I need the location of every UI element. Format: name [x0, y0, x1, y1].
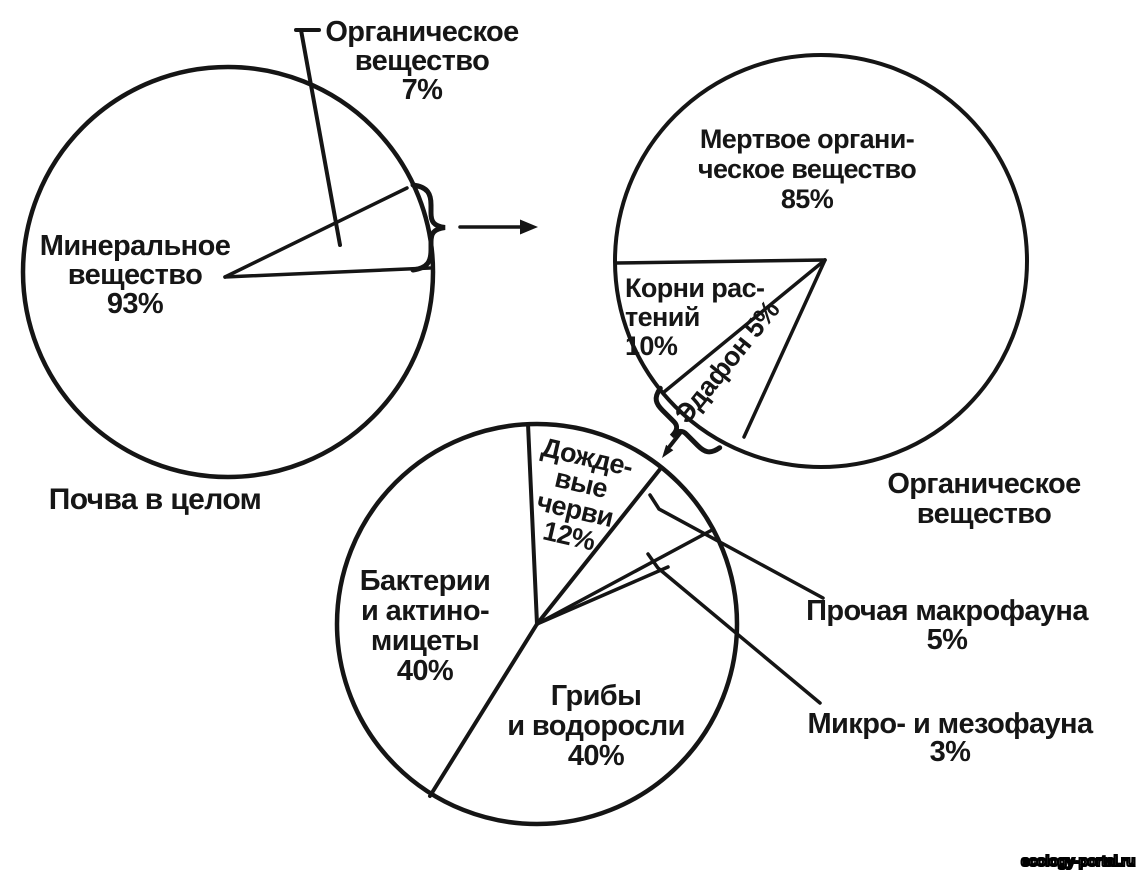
- dead-organic-matter-label: Мертвое органи- ческое вещество 85%: [697, 124, 917, 214]
- edaphon-slice-line-worms: [535, 466, 663, 626]
- edaphon-slice-line-fungi: [428, 622, 539, 798]
- watermark: ecology-portal.ru: [1020, 852, 1137, 871]
- edaphon-slice-line-vertical: [526, 422, 539, 626]
- organic-matter-7-label: Органическое вещество 7%: [325, 16, 519, 106]
- soil-slice-line-upper: [223, 186, 409, 279]
- mesofauna-leader-line: [646, 552, 822, 705]
- edaphon-slice-line-macrofauna: [535, 528, 714, 626]
- plant-roots-label: Корни рас- тений 10%: [625, 273, 765, 361]
- flow-arrow-2-shaft: [668, 430, 683, 448]
- edaphon-brace: [653, 385, 723, 455]
- organic7-brace: [410, 182, 446, 273]
- flow-arrow-1-head: [520, 219, 538, 235]
- soil-pie-caption: Почва в целом: [48, 483, 262, 516]
- organic-pie-caption: Органическое вещество: [887, 468, 1081, 530]
- organic-slice-line-horizontal: [614, 258, 827, 265]
- organic-pie-circle: [613, 53, 1029, 469]
- organic-slice-line-roots: [662, 258, 827, 394]
- micro-mesofauna-label: Микро- и мезофауна 3%: [807, 708, 1094, 768]
- organic-slice-line-edaphon: [742, 258, 827, 439]
- mineral-matter-label: Минеральное вещество 93%: [39, 230, 231, 320]
- soil-slice-line-lower: [223, 266, 432, 279]
- flow-arrow-2-head: [662, 444, 674, 458]
- bacteria-label: Бактерии и актино- мицеты 40%: [359, 565, 491, 687]
- soil-pie-circle: [20, 64, 436, 480]
- edaphon-slice-line-mesofauna: [535, 565, 670, 626]
- macrofauna-leader-line: [648, 493, 825, 600]
- edaphon-pie-circle: [334, 421, 740, 827]
- organic7-leader-line: [299, 28, 342, 247]
- fungi-algae-label: Грибы и водоросли 40%: [507, 680, 685, 772]
- other-macrofauna-label: Прочая макрофауна 5%: [806, 595, 1088, 656]
